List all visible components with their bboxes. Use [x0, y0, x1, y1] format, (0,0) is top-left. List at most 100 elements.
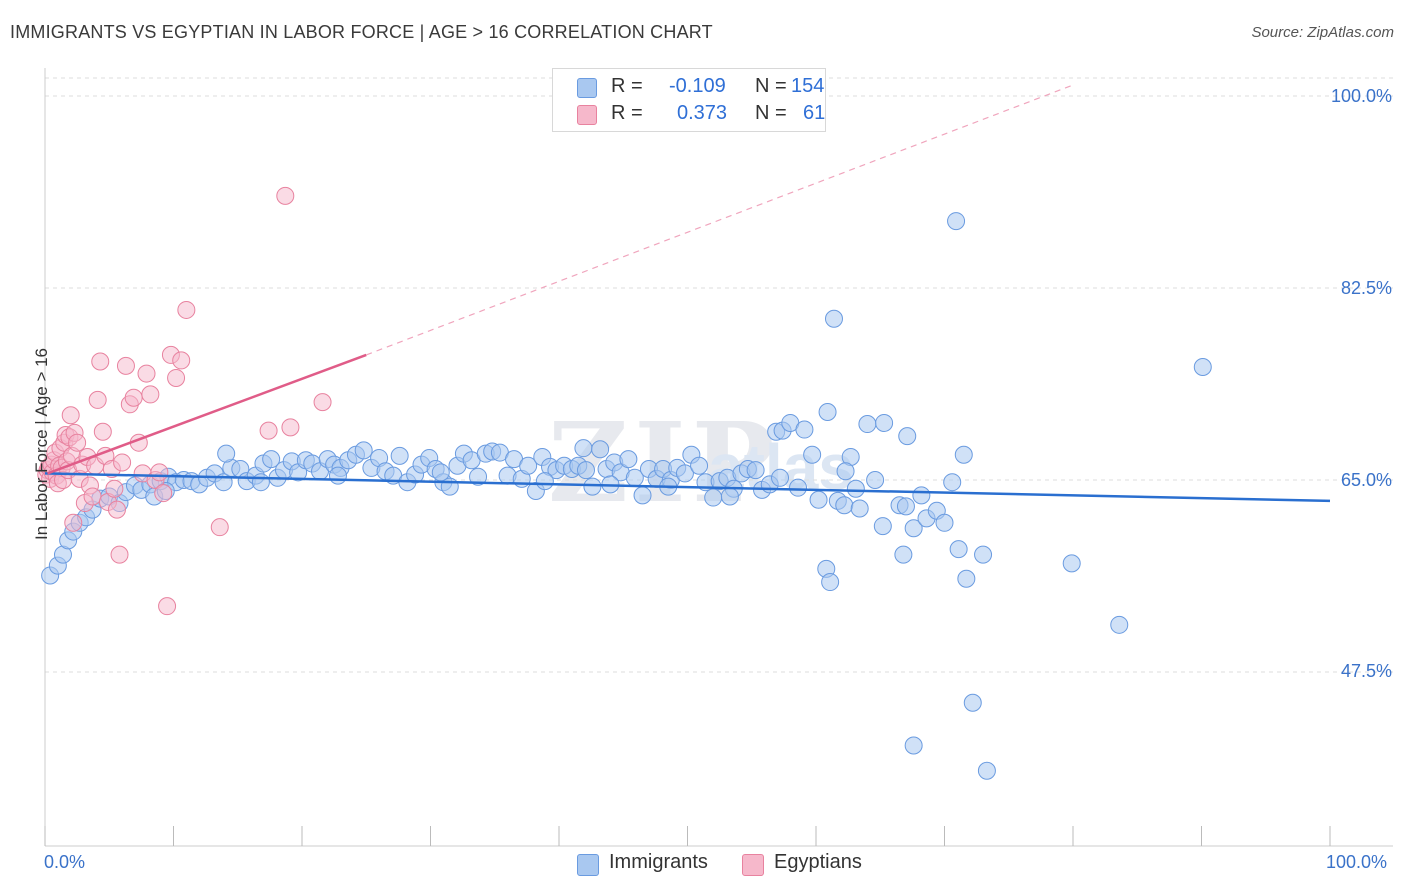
immigrants-point [894, 545, 913, 564]
egyptians-point [172, 351, 191, 370]
egyptians-swatch [742, 854, 764, 876]
immigrants-point [904, 736, 923, 755]
egyptians-point [177, 300, 196, 319]
immigrants-point [818, 402, 837, 421]
immigrants-point [535, 472, 554, 491]
immigrants-point [957, 569, 976, 588]
egyptians-point [110, 545, 129, 564]
grid-lines [45, 77, 1393, 673]
y-tick-label: 47.5% [1340, 661, 1392, 681]
immigrants-point [824, 309, 843, 328]
immigrants-point [912, 486, 931, 505]
y-tick-label: 82.5% [1340, 278, 1392, 298]
immigrants-point [873, 517, 892, 536]
egyptians-point [93, 422, 112, 441]
immigrants-point [262, 450, 281, 469]
immigrants-point [690, 456, 709, 475]
immigrants-point [771, 468, 790, 487]
r-value: -0.109 [669, 75, 726, 97]
egyptians-point [113, 453, 132, 472]
immigrants-point [974, 545, 993, 564]
immigrants-point [846, 479, 865, 498]
immigrants-point [675, 464, 694, 483]
immigrants-swatch [577, 78, 597, 98]
immigrants-point [633, 486, 652, 505]
egyptians-point [68, 433, 87, 452]
y-tick-label: 65.0% [1340, 470, 1392, 490]
immigrants-point [789, 478, 808, 497]
immigrants-point [858, 415, 877, 434]
stats-legend: R = -0.109 N = 154 R = 0.373 N = 61 [552, 68, 826, 132]
immigrants-point [746, 461, 765, 480]
immigrants-point [431, 463, 450, 482]
immigrants-point [904, 519, 923, 538]
immigrants-point [720, 487, 739, 506]
egyptians-point [150, 463, 169, 482]
n-value: 154 [791, 75, 825, 97]
immigrants-point [954, 445, 973, 464]
egyptians-point [83, 487, 102, 506]
egyptians-point [64, 513, 83, 532]
immigrants-point [574, 439, 593, 458]
immigrants-point [591, 440, 610, 459]
immigrants-point [935, 513, 954, 532]
immigrants-points [41, 212, 1212, 780]
legend-label: Immigrants [609, 851, 708, 873]
source-label: Source: ZipAtlas.com [1251, 24, 1394, 41]
egyptians-point [124, 388, 143, 407]
immigrants-point [354, 441, 373, 460]
egyptians-point [259, 421, 278, 440]
axes [44, 68, 1393, 847]
egyptians-points [37, 186, 332, 616]
immigrants-point [949, 540, 968, 559]
immigrants-point [469, 467, 488, 486]
immigrants-point [328, 466, 347, 485]
chart-title: IMMIGRANTS VS EGYPTIAN IN LABOR FORCE | … [10, 22, 713, 42]
immigrants-point [947, 212, 966, 231]
immigrants-point [835, 496, 854, 515]
egyptians-trend-line [47, 353, 367, 475]
egyptians-point [137, 364, 156, 383]
immigrants-point [251, 473, 270, 492]
r-label: R = [611, 102, 643, 124]
immigrants-point [866, 471, 885, 489]
egyptians-point [281, 418, 300, 437]
egyptians-point [61, 406, 80, 425]
egyptians-point [116, 356, 135, 375]
egyptians-point [107, 500, 126, 519]
immigrants-point [896, 497, 915, 516]
immigrants-point [977, 761, 996, 780]
immigrants-point [1062, 554, 1081, 573]
immigrants-point [795, 420, 814, 439]
egyptians-point [276, 186, 295, 205]
trend-lines [44, 84, 1331, 503]
immigrants-point [576, 461, 595, 480]
egyptians-point [167, 368, 186, 387]
egyptians-trend-extension [366, 84, 1074, 356]
egyptians-swatch [577, 105, 597, 125]
n-value: 61 [803, 102, 826, 124]
immigrants-point [850, 499, 869, 518]
egyptians-point [154, 484, 173, 503]
egyptians-point [141, 385, 160, 404]
y-axis-label: In Labor Force | Age > 16 [32, 347, 51, 540]
n-label: N = [755, 102, 787, 124]
immigrants-point [821, 573, 840, 592]
egyptians-point [313, 393, 332, 412]
n-label: N = [755, 75, 787, 97]
immigrants-point [390, 446, 409, 465]
immigrants-point [619, 450, 638, 469]
immigrants-point [583, 477, 602, 496]
immigrants-point [803, 445, 822, 464]
egyptians-point [105, 479, 124, 498]
egyptians-point [158, 597, 177, 616]
legend-label: Egyptians [774, 851, 862, 873]
egyptians-point [88, 390, 107, 409]
immigrants-point [809, 490, 828, 509]
immigrants-point [1110, 615, 1129, 634]
immigrants-point [1193, 357, 1212, 376]
immigrants-point [943, 473, 962, 492]
r-label: R = [611, 75, 643, 97]
x-tick-label-min: 0.0% [44, 852, 86, 872]
